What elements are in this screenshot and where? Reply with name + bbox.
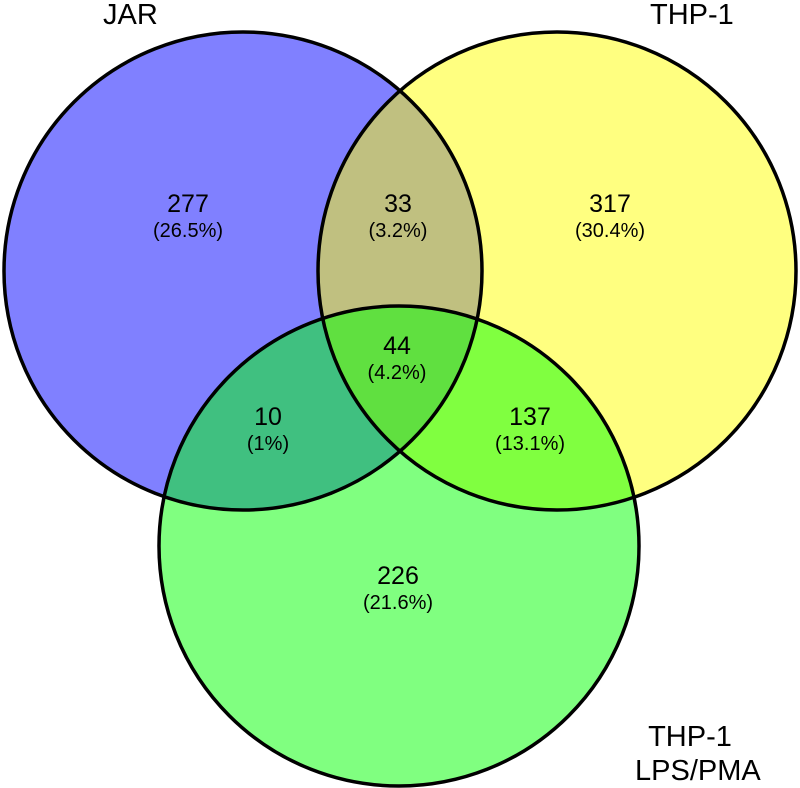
region-count: 44 [383,332,411,360]
region-label-jar-thp1: 33 (3.2%) [369,189,428,243]
region-percent: (3.2%) [368,220,428,242]
set-label-jar: JAR [103,0,158,31]
region-count: 10 [254,403,282,431]
set-label-lps-line1: THP-1 [648,721,732,753]
region-label-thp1-lps: 137 (13.1%) [495,402,565,456]
region-percent: (1%) [246,433,290,455]
region-percent: (26.5%) [152,220,224,242]
region-jar-lps [159,306,482,510]
region-label-lps-only: 226 (21.6%) [363,561,433,615]
region-thp1-lps [318,306,639,510]
region-label-all-three: 44 (4.2%) [368,331,427,385]
region-percent: (30.4%) [574,220,646,242]
region-count: 33 [384,190,412,218]
region-percent: (13.1%) [494,433,566,455]
region-count: 226 [377,562,419,590]
set-label-lps: THP-1 LPS/PMA [635,720,761,788]
region-percent: (21.6%) [362,592,434,614]
region-label-jar-only: 277 (26.5%) [153,189,223,243]
region-label-jar-lps: 10 (1%) [247,402,289,456]
region-count: 277 [167,190,209,218]
region-percent: (4.2%) [367,362,427,384]
region-label-thp1-only: 317 (30.4%) [575,189,645,243]
region-count: 317 [589,190,631,218]
set-label-lps-line2: LPS/PMA [635,755,761,787]
set-label-thp1: THP-1 [650,0,734,31]
region-count: 137 [509,403,551,431]
